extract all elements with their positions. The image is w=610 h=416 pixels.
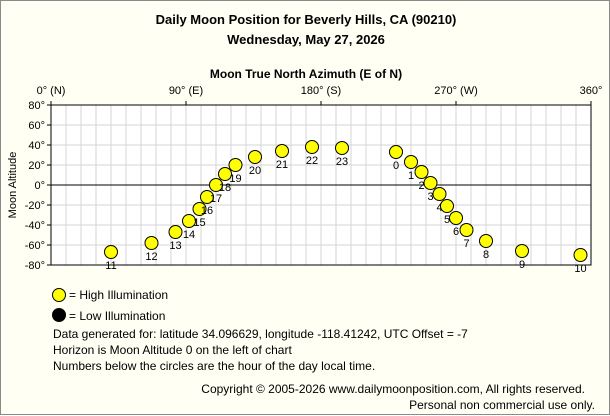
moon-point (449, 211, 463, 225)
moon-point (479, 234, 493, 248)
copyright-text: Copyright © 2005-2026 www.dailymoonposit… (201, 382, 585, 396)
moon-point (275, 144, 289, 158)
hour-label: 7 (463, 238, 469, 250)
hour-label: 23 (336, 156, 348, 168)
x-tick-label: 270° (W) (434, 85, 478, 97)
moon-point (440, 199, 454, 213)
moon-point (200, 190, 214, 204)
hour-label: 16 (201, 205, 213, 217)
x-tick-label: 0° (N) (37, 85, 66, 97)
moon-point (144, 236, 159, 250)
y-tick-label: 40° (28, 140, 45, 152)
x-axis-title: Moon True North Azimuth (E of N) (209, 67, 403, 81)
hour-label: 19 (229, 173, 241, 185)
hour-label: 11 (105, 260, 116, 272)
hour-label: 6 (453, 226, 459, 238)
legend-low-icon (52, 308, 66, 322)
hour-label: 9 (519, 259, 525, 271)
hour-label: 0 (393, 160, 399, 172)
license-text: Personal non commercial use only. (409, 398, 595, 412)
y-tick-label: 0° (34, 180, 45, 192)
y-tick-label: -60° (25, 240, 45, 252)
hour-label: 20 (249, 165, 261, 177)
moon-point (218, 167, 232, 181)
moon-point (104, 245, 118, 259)
legend-high-label: = High Illumination (69, 288, 169, 302)
legend-low-label: = Low Illumination (69, 309, 166, 323)
moon-point (209, 178, 223, 192)
moon-point (404, 155, 418, 169)
hour-label: 21 (276, 159, 288, 171)
hour-label: 15 (193, 217, 205, 229)
hour-label: 14 (183, 229, 195, 241)
y-tick-label: 60° (28, 120, 45, 132)
moon-point (459, 223, 474, 237)
moon-point (432, 187, 447, 201)
y-axis-title: Moon Altitude (7, 152, 19, 219)
note-hours: Numbers below the circles are the hour o… (53, 359, 376, 373)
moon-point (389, 145, 403, 159)
y-tick-label: 20° (28, 160, 45, 172)
chart-subtitle: Wednesday, May 27, 2026 (227, 32, 385, 47)
moon-point (228, 158, 243, 172)
moon-point (305, 140, 319, 154)
hour-label: 22 (306, 155, 318, 167)
note-location: Data generated for: latitude 34.096629, … (53, 327, 468, 341)
y-tick-label: -40° (25, 220, 45, 232)
moon-point (192, 202, 207, 216)
moon-point (182, 214, 196, 228)
moon-point (414, 165, 429, 179)
hour-label: 12 (145, 251, 157, 263)
hour-label: 2 (418, 180, 424, 192)
note-horizon: Horizon is Moon Altitude 0 on the left o… (53, 343, 292, 357)
hour-label: 10 (574, 263, 586, 275)
hour-label: 1 (408, 170, 414, 182)
hour-label: 13 (169, 240, 181, 252)
hour-label: 4 (436, 202, 442, 214)
moon-point (168, 225, 183, 239)
y-tick-label: 80° (28, 100, 45, 112)
legend-high-icon (52, 288, 66, 302)
hour-label: 18 (219, 182, 231, 194)
x-tick-label: 360° (580, 85, 603, 97)
x-tick-label: 90° (E) (169, 85, 203, 97)
moon-point (423, 176, 438, 190)
chart-title: Daily Moon Position for Beverly Hills, C… (155, 12, 457, 27)
x-tick-label: 180° (S) (301, 85, 341, 97)
moon-point (515, 244, 529, 258)
hour-label: 8 (483, 249, 489, 261)
y-tick-label: -20° (25, 200, 45, 212)
hour-label: 5 (444, 214, 450, 226)
moon-point (248, 150, 262, 164)
moon-point (335, 141, 349, 155)
hour-label: 17 (210, 193, 222, 205)
hour-label: 3 (427, 191, 433, 203)
moon-point (573, 248, 588, 262)
y-tick-label: -80° (25, 260, 45, 272)
